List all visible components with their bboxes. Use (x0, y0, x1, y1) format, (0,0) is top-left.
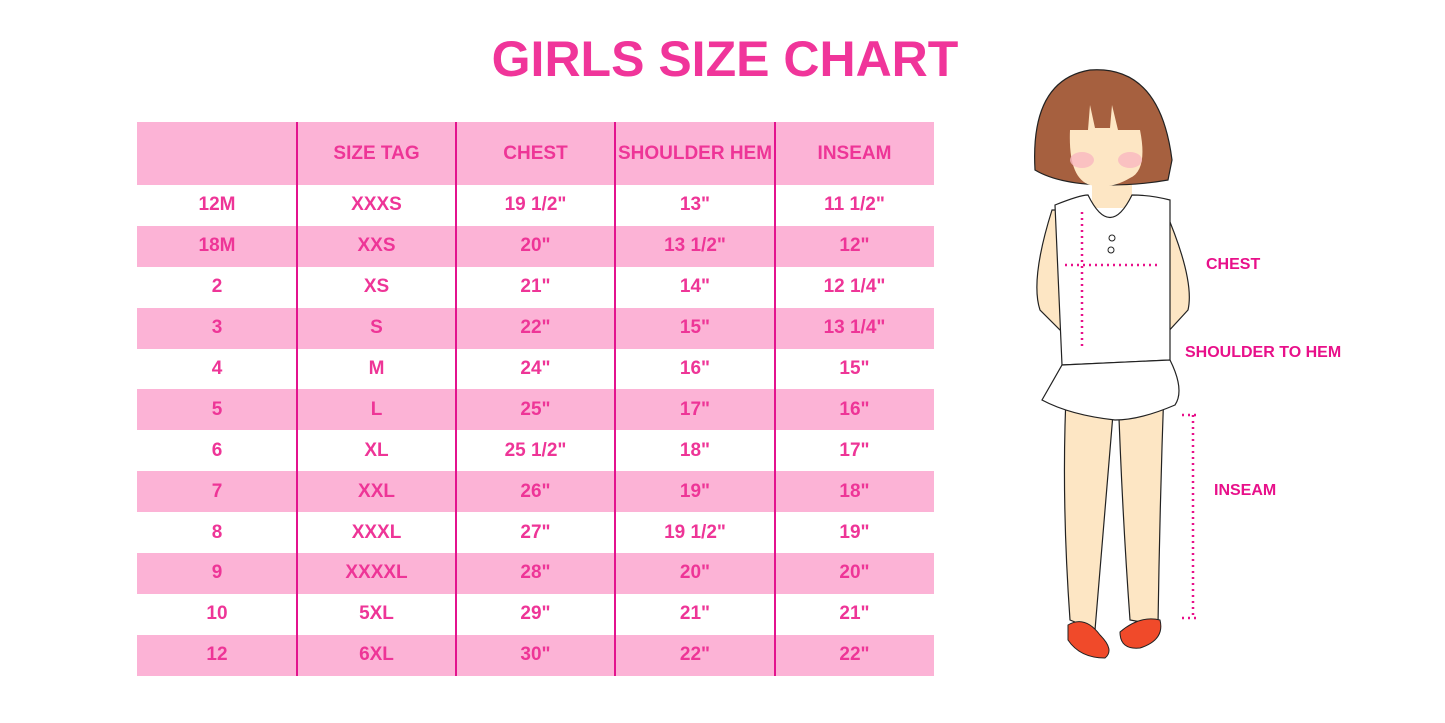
table-cell: 16" (839, 398, 870, 420)
table-cell: 5XL (359, 603, 394, 625)
table-cell: 6XL (359, 644, 394, 666)
table-row: 5 L 25" 17" 16" (137, 389, 934, 431)
column-divider (296, 122, 298, 676)
table-cell: 22" (679, 644, 711, 666)
table-row: 18M XXS 20" 13 1/2" 12" (137, 225, 934, 267)
chest-label: CHEST (1206, 256, 1261, 273)
table-cell: 30" (520, 644, 551, 666)
table-cell: 10 (206, 603, 228, 625)
table-cell: 2 (211, 276, 223, 298)
table-cell: 6 (211, 439, 223, 461)
column-divider (774, 122, 776, 676)
table-cell: 19 1/2" (504, 194, 567, 216)
table-cell: 15" (839, 358, 870, 379)
table-cell: 12 (206, 644, 228, 666)
page-title: GIRLS SIZE CHART (491, 31, 959, 87)
table-cell: M (368, 358, 385, 379)
table-cell: 8 (211, 521, 223, 543)
table-row: 3 S 22" 15" 13 1/4" (137, 307, 934, 349)
table-cell: 14" (679, 276, 711, 298)
table-cell: 20" (520, 235, 551, 257)
table-cell: 12" (839, 235, 870, 257)
table-cell: 27" (520, 521, 551, 543)
inseam-label: INSEAM (1214, 482, 1277, 499)
table-cell: XXS (357, 235, 396, 257)
table-cell: 26" (520, 480, 551, 502)
table-cell: 28" (520, 562, 551, 584)
table-cell: 11 1/2" (824, 194, 885, 216)
column-header: SIZE TAG (333, 142, 420, 164)
table-cell: 29" (520, 603, 551, 625)
table-cell: 16" (679, 358, 711, 379)
table-cell: 19 1/2" (664, 521, 726, 543)
table-cell: 21" (839, 603, 870, 625)
table-cell: 25" (520, 398, 551, 420)
column-header: SHOULDER HEM (617, 142, 773, 164)
size-table: SIZE TAG CHEST SHOULDER HEM INSEAM 12M XXXS 1… (137, 122, 934, 676)
table-cell: 25 1/2" (504, 439, 567, 461)
table-row: 12 6XL 30" 22" 22" (137, 634, 934, 676)
table-cell: 12M (198, 194, 236, 216)
table-cell: 12 1/4" (823, 276, 886, 298)
table-cell: 3 (211, 317, 223, 339)
column-header: CHEST (503, 142, 568, 164)
table-cell: XS (363, 276, 390, 298)
table-cell: XXXS (351, 194, 402, 216)
table-cell: L (370, 398, 383, 420)
table-cell: 17" (839, 439, 870, 461)
shoulder-to-hem-label: SHOULDER TO HEM (1185, 344, 1342, 361)
table-cell: 20" (679, 562, 711, 584)
table-cell: 22" (520, 317, 551, 339)
table-row: 12M XXXS 19 1/2" 13" 11 1/2" (137, 185, 934, 226)
table-cell: 13 1/4" (823, 317, 886, 339)
table-row: 10 5XL 29" 21" 21" (137, 594, 934, 635)
table-cell: 24" (520, 358, 551, 379)
table-cell: XXL (358, 480, 395, 502)
table-cell: 13" (679, 194, 711, 216)
table-cell: 19" (839, 521, 870, 543)
table-cell: 5 (211, 398, 223, 420)
table-cell: S (370, 317, 383, 339)
table-cell: XXXL (351, 521, 402, 543)
table-row: 6 XL 25 1/2" 18" 17" (137, 430, 934, 471)
table-cell: 17" (679, 398, 711, 420)
table-cell: 4 (211, 358, 223, 379)
table-cell: 18M (198, 235, 236, 257)
table-cell: 21" (679, 603, 711, 625)
column-divider (455, 122, 457, 676)
table-cell: 22" (839, 644, 870, 666)
column-divider (614, 122, 616, 676)
table-cell: 9 (211, 562, 223, 584)
table-row: 9 XXXXL 28" 20" 20" (137, 553, 934, 594)
child-figure-icon (1034, 69, 1200, 659)
child-measurement-illustration: CHEST SHOULDER TO HEM INSEAM (1020, 60, 1380, 675)
table-cell: 15" (679, 317, 711, 339)
column-header: INSEAM (817, 142, 892, 164)
table-row: 8 XXXL 27" 19 1/2" 19" (137, 512, 934, 553)
table-cell: XL (364, 439, 389, 461)
table-cell: 18" (839, 480, 870, 502)
table-cell: 20" (839, 562, 870, 584)
table-cell: 7 (211, 480, 223, 502)
table-cell: 18" (679, 439, 711, 461)
table-cell: 21" (520, 276, 551, 298)
table-cell: 19" (679, 480, 711, 502)
table-row: 7 XXL 26" 19" 18" (137, 471, 934, 513)
table-cell: 13 1/2" (664, 235, 726, 257)
table-cell: XXXXL (345, 562, 408, 584)
table-row: 2 XS 21" 14" 12 1/4" (137, 267, 934, 308)
table-header: SIZE TAG CHEST SHOULDER HEM INSEAM (137, 122, 934, 185)
table-row: 4 M 24" 16" 15" (137, 349, 934, 390)
